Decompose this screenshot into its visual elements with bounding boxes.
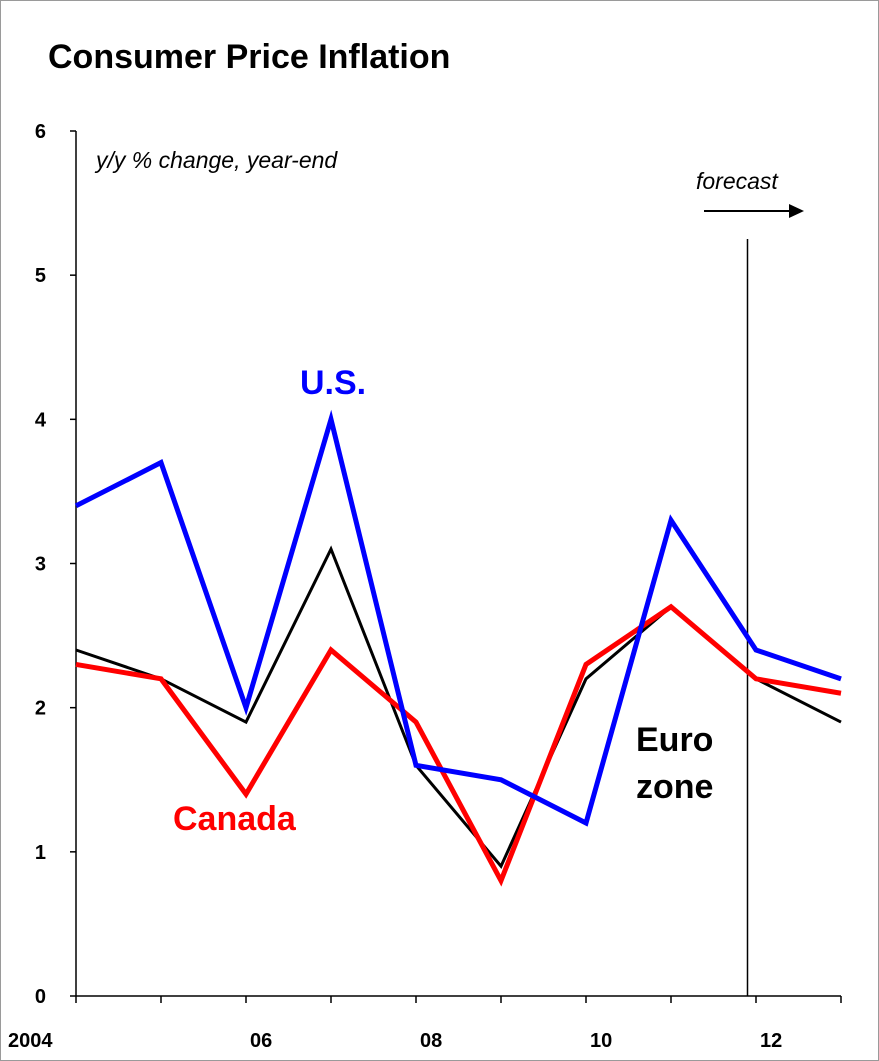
forecast-marker: forecast <box>696 168 804 996</box>
axes <box>75 131 841 997</box>
series-label-canada: Canada <box>173 800 297 838</box>
x-tick-label: 2004 <box>8 1030 53 1052</box>
y-tick-label: 2 <box>35 698 46 720</box>
forecast-label: forecast <box>696 168 779 194</box>
series-label-euro-line1: Euro <box>636 721 713 759</box>
y-tick-label: 0 <box>35 986 46 1008</box>
y-tick-label: 3 <box>35 554 46 576</box>
series-line-us <box>74 409 842 827</box>
y-tick-label: 1 <box>35 842 46 864</box>
series-label-euro-line2: zone <box>636 768 713 806</box>
y-tick-label: 4 <box>35 409 47 431</box>
y-tick-label: 6 <box>35 121 46 143</box>
chart-title: Consumer Price Inflation <box>48 38 450 76</box>
x-axis-ticks: 2004 06 08 10 12 <box>8 996 842 1052</box>
y-tick-label: 5 <box>35 265 46 287</box>
y-axis-ticks: 0 1 2 3 4 5 6 <box>35 121 76 1008</box>
chart-subtitle: y/y % change, year-end <box>94 147 338 173</box>
series-line-canada <box>75 603 842 887</box>
series-label-us: U.S. <box>300 364 366 402</box>
x-tick-label: 08 <box>420 1030 442 1052</box>
x-tick-label: 06 <box>250 1030 272 1052</box>
series-lines <box>74 409 842 887</box>
forecast-arrowhead-icon <box>789 204 804 218</box>
x-tick-label: 10 <box>590 1030 612 1052</box>
x-tick-label: 12 <box>760 1030 782 1052</box>
